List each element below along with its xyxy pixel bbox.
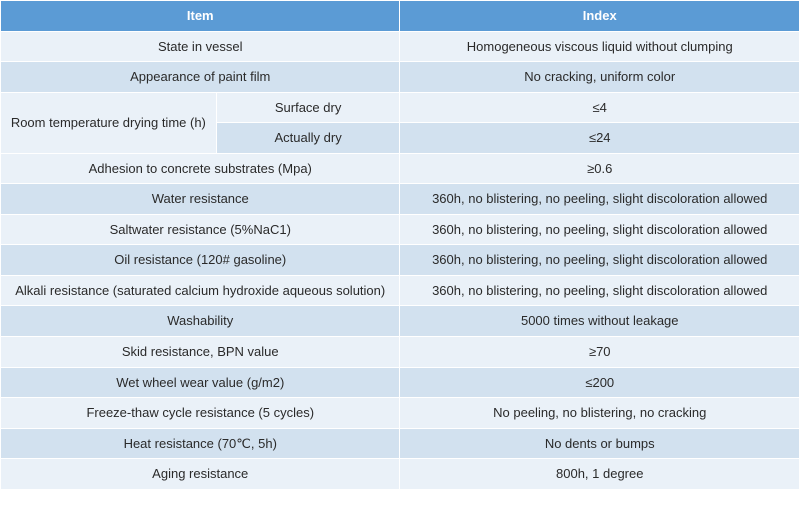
header-item: Item — [1, 1, 400, 32]
cell-item: Aging resistance — [1, 459, 400, 490]
cell-index: ≤4 — [400, 92, 800, 123]
cell-item: Washability — [1, 306, 400, 337]
cell-item: Appearance of paint film — [1, 62, 400, 93]
cell-index: 360h, no blistering, no peeling, slight … — [400, 214, 800, 245]
cell-item: Alkali resistance (saturated calcium hyd… — [1, 275, 400, 306]
cell-index: 360h, no blistering, no peeling, slight … — [400, 245, 800, 276]
cell-index: No cracking, uniform color — [400, 62, 800, 93]
cell-index: 800h, 1 degree — [400, 459, 800, 490]
cell-index: ≤200 — [400, 367, 800, 398]
table-row: Appearance of paint film No cracking, un… — [1, 62, 800, 93]
cell-item: Wet wheel wear value (g/m2) — [1, 367, 400, 398]
table-row: Wet wheel wear value (g/m2) ≤200 — [1, 367, 800, 398]
table-row: Adhesion to concrete substrates (Mpa) ≥0… — [1, 153, 800, 184]
table-row: Oil resistance (120# gasoline) 360h, no … — [1, 245, 800, 276]
table-row: Freeze-thaw cycle resistance (5 cycles) … — [1, 398, 800, 429]
cell-item: Saltwater resistance (5%NaC1) — [1, 214, 400, 245]
spec-table: Item Index State in vessel Homogeneous v… — [0, 0, 800, 490]
cell-item: Heat resistance (70℃, 5h) — [1, 428, 400, 459]
table-row: Saltwater resistance (5%NaC1) 360h, no b… — [1, 214, 800, 245]
cell-item: State in vessel — [1, 31, 400, 62]
table-header-row: Item Index — [1, 1, 800, 32]
cell-item: Freeze-thaw cycle resistance (5 cycles) — [1, 398, 400, 429]
cell-item: Skid resistance, BPN value — [1, 337, 400, 368]
cell-item-sub: Surface dry — [216, 92, 400, 123]
table-row: Aging resistance 800h, 1 degree — [1, 459, 800, 490]
table-row: Alkali resistance (saturated calcium hyd… — [1, 275, 800, 306]
table-row: Room temperature drying time (h) Surface… — [1, 92, 800, 123]
cell-index: 5000 times without leakage — [400, 306, 800, 337]
cell-index: ≤24 — [400, 123, 800, 154]
cell-index: 360h, no blistering, no peeling, slight … — [400, 184, 800, 215]
cell-item: Adhesion to concrete substrates (Mpa) — [1, 153, 400, 184]
cell-item: Water resistance — [1, 184, 400, 215]
cell-index: ≥0.6 — [400, 153, 800, 184]
table-row: Skid resistance, BPN value ≥70 — [1, 337, 800, 368]
cell-index: Homogeneous viscous liquid without clump… — [400, 31, 800, 62]
cell-index: ≥70 — [400, 337, 800, 368]
table-row: Heat resistance (70℃, 5h) No dents or bu… — [1, 428, 800, 459]
table-row: Water resistance 360h, no blistering, no… — [1, 184, 800, 215]
cell-item: Oil resistance (120# gasoline) — [1, 245, 400, 276]
header-index: Index — [400, 1, 800, 32]
cell-item-sub: Actually dry — [216, 123, 400, 154]
cell-index: No peeling, no blistering, no cracking — [400, 398, 800, 429]
cell-index: 360h, no blistering, no peeling, slight … — [400, 275, 800, 306]
table-row: Washability 5000 times without leakage — [1, 306, 800, 337]
table-row: State in vessel Homogeneous viscous liqu… — [1, 31, 800, 62]
cell-item-group: Room temperature drying time (h) — [1, 92, 217, 153]
cell-index: No dents or bumps — [400, 428, 800, 459]
